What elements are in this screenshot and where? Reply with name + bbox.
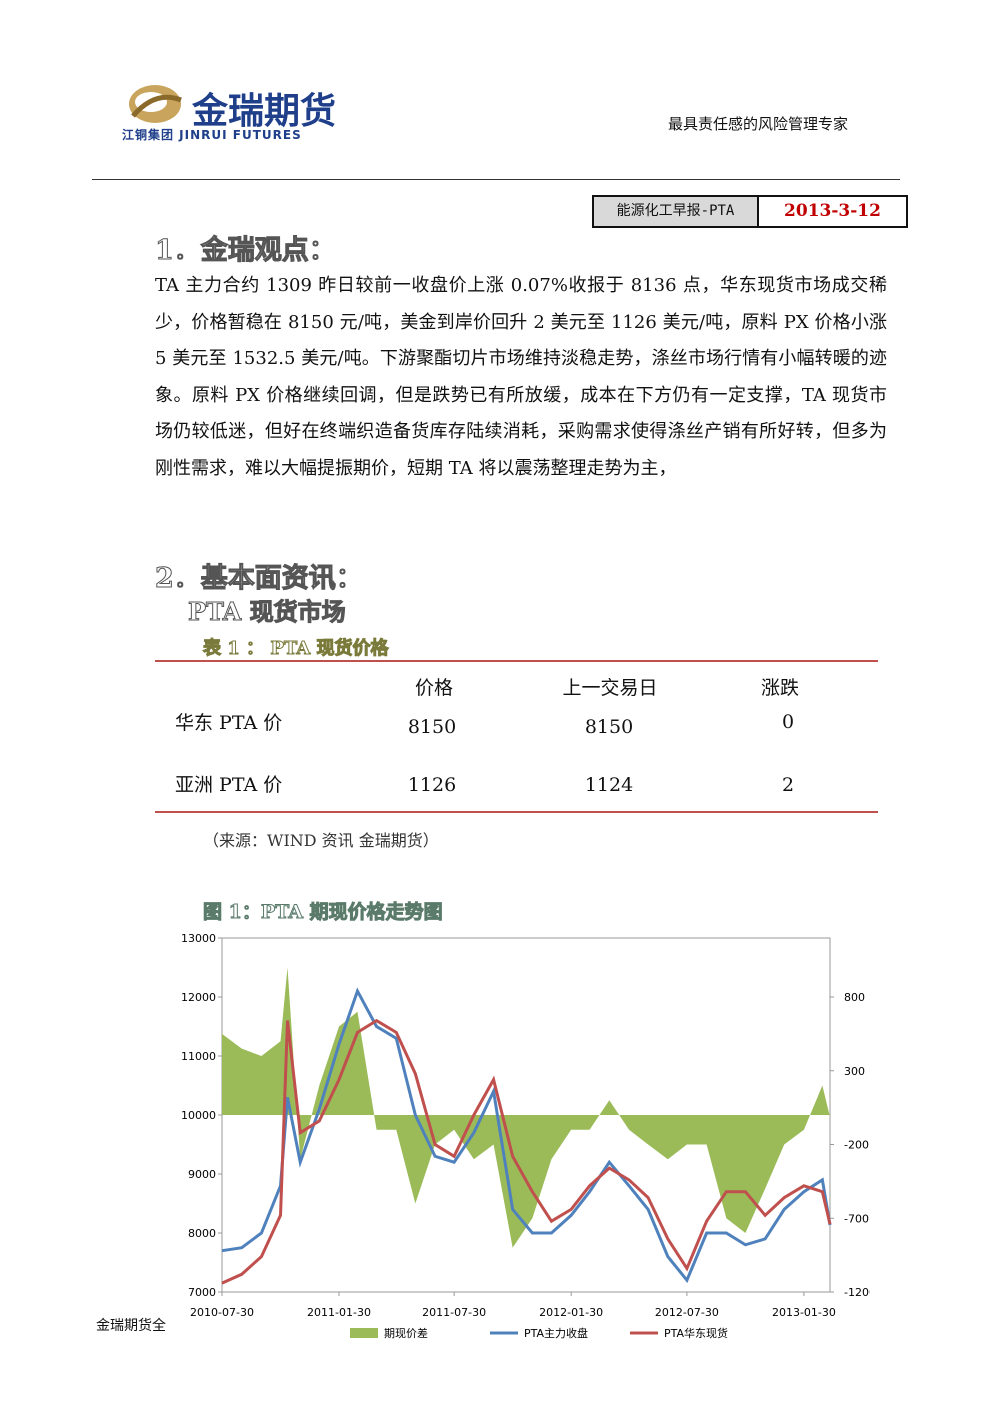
x-tick-label: 2013-01-30 <box>772 1306 836 1319</box>
price-line <box>221 1018 832 1285</box>
company-subname: 江铜集团 JINRUI FUTURES <box>122 128 302 142</box>
y-tick-label: 8000 <box>188 1227 216 1240</box>
report-name: 能源化工早报-PTA <box>594 197 759 226</box>
section-heading: 1．金瑞观点： <box>155 235 337 267</box>
slogan: 最具责任感的风险管理专家 <box>668 115 849 133</box>
y2-tick-label: -1200 <box>844 1286 870 1299</box>
x-tick-label: 2012-07-30 <box>655 1306 719 1319</box>
y-tick-label: 12000 <box>181 991 216 1004</box>
table-source: （来源：WIND 资讯 金瑞期货） <box>203 831 439 850</box>
y2-tick-label: 300 <box>844 1065 865 1078</box>
y-tick-label: 13000 <box>181 932 216 945</box>
x-tick-label: 2012-01-30 <box>539 1306 603 1319</box>
cell: 1126 <box>407 774 457 796</box>
cell: 8150 <box>407 716 457 738</box>
x-tick-label: 2011-01-30 <box>307 1306 371 1319</box>
column-header: 价格 <box>414 677 453 699</box>
spread-area <box>222 967 830 1248</box>
price-line <box>221 987 832 1284</box>
figure-caption: 图 1：PTA 期现价格走势图 <box>203 901 444 924</box>
row-label: 亚洲 PTA 价 <box>175 774 283 796</box>
paragraph: TA 主力合约 1309 昨日较前一收盘价上涨 0.07%收报于 8136 点，… <box>155 275 887 479</box>
legend-label: PTA主力收盘 <box>524 1326 588 1340</box>
y-tick-label: 7000 <box>188 1286 216 1299</box>
chart: 7000 8000 9000 10000 11000 12000 13000 -1200 -70… <box>181 932 870 1340</box>
cell: 2 <box>781 774 795 796</box>
report-date: 2013-3-12 <box>784 201 881 221</box>
table-rule <box>155 811 878 813</box>
header-rule <box>92 179 900 180</box>
row-label: 华东 PTA 价 <box>175 712 283 734</box>
x-tick-label: 2011-07-30 <box>422 1306 486 1319</box>
report-tag-box: 能源化工早报-PTA 2013-3-12 <box>592 195 908 228</box>
legend-label: PTA华东现货 <box>664 1326 728 1340</box>
cell: 1124 <box>584 774 634 796</box>
company-name: 金瑞期货 <box>192 91 337 132</box>
column-header: 涨跌 <box>760 677 799 699</box>
footer: 金瑞期货全 <box>96 1318 166 1334</box>
y-tick-label: 11000 <box>181 1050 216 1063</box>
y2-tick-label: -700 <box>844 1212 869 1225</box>
cell: 8150 <box>584 716 634 738</box>
column-header: 上一交易日 <box>562 677 658 699</box>
y2-tick-label: -200 <box>844 1139 869 1152</box>
x-tick-label: 2010-07-30 <box>190 1306 254 1319</box>
y2-tick-label: 800 <box>844 991 865 1004</box>
section-heading: 2．基本面资讯： <box>155 563 364 595</box>
logo-mark <box>129 85 182 123</box>
y-tick-label: 9000 <box>188 1168 216 1181</box>
legend-label: 期现价差 <box>384 1326 428 1340</box>
subsection-heading: PTA 现货市场 <box>188 597 347 627</box>
cell: 0 <box>781 711 795 733</box>
y-tick-label: 10000 <box>181 1109 216 1122</box>
table-caption: 表 1 ： PTA 现货价格 <box>203 638 390 660</box>
table-rule <box>155 660 878 662</box>
legend-swatch <box>350 1328 378 1338</box>
